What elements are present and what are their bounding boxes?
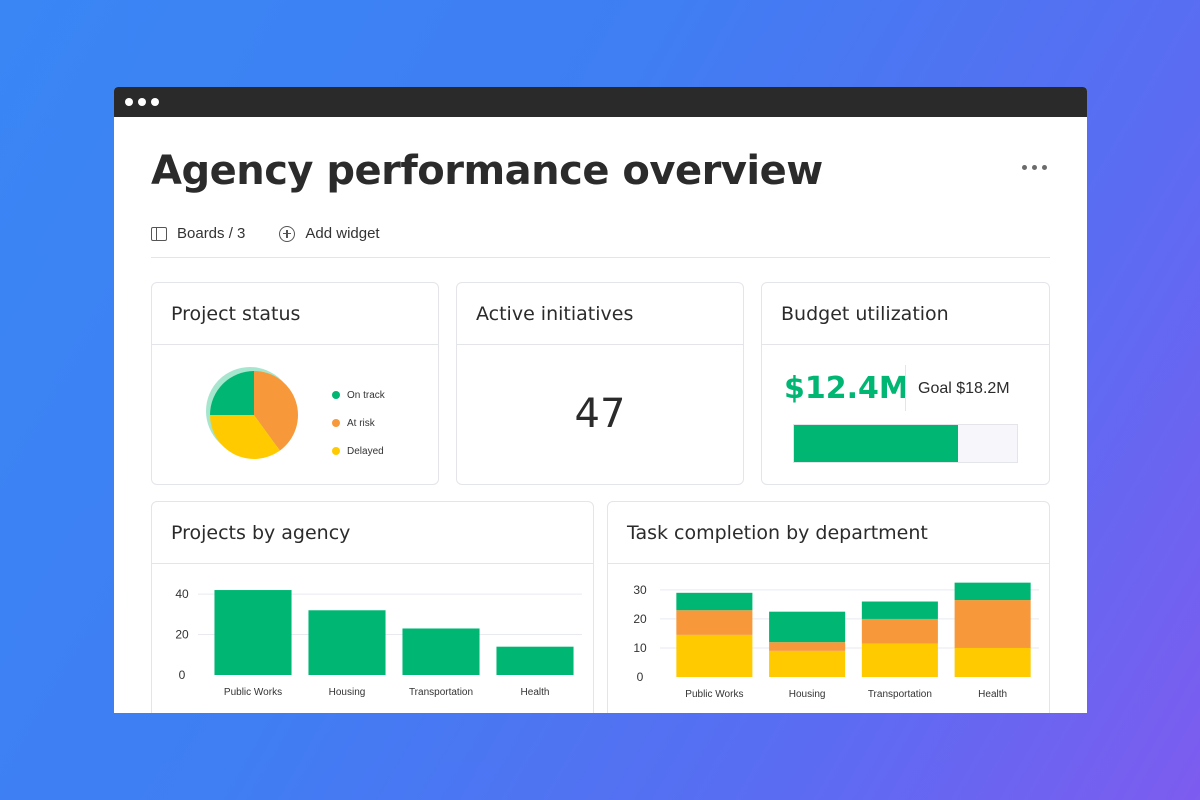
widget-title: Budget utilization bbox=[762, 283, 1049, 345]
y-tick-label: 0 bbox=[637, 670, 644, 684]
window-titlebar bbox=[114, 87, 1087, 117]
budget-progress-bar bbox=[793, 424, 1018, 463]
bar[interactable] bbox=[308, 610, 386, 675]
y-tick-label: 20 bbox=[633, 612, 647, 626]
legend-item: Delayed bbox=[332, 437, 385, 465]
board-icon bbox=[151, 226, 167, 241]
budget-progress-fill bbox=[794, 425, 958, 462]
bar-segment-yellow[interactable] bbox=[861, 643, 938, 677]
y-tick-label: 20 bbox=[175, 628, 189, 642]
widget-title: Projects by agency bbox=[152, 502, 593, 564]
window-control-dot[interactable] bbox=[151, 98, 159, 106]
more-options-icon[interactable] bbox=[1022, 165, 1047, 170]
task-completion-stacked-chart: 0 10 20 30 Public Works Housing Transportation… bbox=[633, 582, 1039, 700]
bar-segment-orange[interactable] bbox=[676, 610, 753, 635]
plus-circle-icon bbox=[279, 225, 296, 242]
bar[interactable] bbox=[496, 646, 574, 675]
bar-segment-green[interactable] bbox=[954, 582, 1031, 601]
budget-utilization-widget[interactable]: Budget utilization $12.4M Goal $18.2M bbox=[761, 282, 1050, 485]
x-category-label: Health bbox=[978, 689, 1007, 700]
legend-label: On track bbox=[347, 389, 385, 401]
legend-swatch bbox=[332, 447, 340, 455]
bar-segment-orange[interactable] bbox=[954, 600, 1031, 648]
y-tick-label: 10 bbox=[633, 641, 647, 655]
legend-swatch bbox=[332, 419, 340, 427]
x-category-label: Transportation bbox=[409, 687, 473, 698]
x-category-label: Housing bbox=[789, 689, 826, 700]
legend-item: At risk bbox=[332, 409, 385, 437]
app-window: Agency performance overview Boards / 3 A… bbox=[114, 87, 1087, 713]
initiatives-count: 47 bbox=[574, 391, 626, 437]
budget-goal: Goal $18.2M bbox=[918, 380, 1010, 397]
page-header: Agency performance overview bbox=[151, 147, 1051, 195]
y-tick-label: 30 bbox=[633, 583, 647, 597]
bar-segment-yellow[interactable] bbox=[676, 634, 753, 677]
widget-title: Task completion by department bbox=[608, 502, 1049, 564]
boards-button[interactable]: Boards / 3 bbox=[151, 225, 245, 242]
pie-slice-on-track[interactable] bbox=[210, 371, 254, 415]
bar-segment-green[interactable] bbox=[861, 601, 938, 619]
active-initiatives-widget[interactable]: Active initiatives 47 bbox=[456, 282, 744, 485]
x-category-label: Health bbox=[521, 687, 550, 698]
legend-swatch bbox=[332, 391, 340, 399]
pie-slice-at-risk[interactable] bbox=[254, 371, 298, 451]
y-tick-label: 40 bbox=[175, 587, 189, 601]
pie-legend: On track At risk Delayed bbox=[332, 381, 385, 465]
widget-title: Active initiatives bbox=[457, 283, 743, 345]
x-category-label: Public Works bbox=[224, 687, 282, 698]
budget-value: $12.4M bbox=[784, 371, 909, 406]
add-widget-button[interactable]: Add widget bbox=[279, 225, 380, 242]
pie-chart bbox=[204, 365, 304, 470]
task-completion-widget[interactable]: Task completion by department 0 10 20 30 Pub… bbox=[607, 501, 1050, 713]
window-control-dot[interactable] bbox=[125, 98, 133, 106]
bar-segment-orange[interactable] bbox=[769, 642, 846, 651]
dashboard-toolbar: Boards / 3 Add widget bbox=[151, 220, 1050, 258]
page-title: Agency performance overview bbox=[151, 148, 823, 194]
projects-bar-chart: 0 20 40 Public Works Housing Transportation He… bbox=[175, 587, 582, 698]
pie-slice-delayed[interactable] bbox=[210, 415, 280, 459]
x-category-label: Transportation bbox=[868, 689, 932, 700]
bar[interactable] bbox=[402, 628, 480, 675]
legend-label: At risk bbox=[347, 417, 375, 429]
widget-title: Project status bbox=[152, 283, 438, 345]
divider bbox=[905, 365, 906, 411]
boards-label: Boards / 3 bbox=[177, 225, 246, 242]
bar-segment-green[interactable] bbox=[676, 592, 753, 611]
add-widget-label: Add widget bbox=[305, 225, 380, 242]
legend-label: Delayed bbox=[347, 445, 384, 457]
bar-segment-orange[interactable] bbox=[861, 618, 938, 644]
bar-segment-green[interactable] bbox=[769, 611, 846, 643]
window-control-dot[interactable] bbox=[138, 98, 146, 106]
project-status-widget[interactable]: Project status On track At risk Delayed bbox=[151, 282, 439, 485]
bar-segment-yellow[interactable] bbox=[769, 650, 846, 677]
projects-by-agency-widget[interactable]: Projects by agency 0 20 40 Public Works Hous… bbox=[151, 501, 594, 713]
x-category-label: Housing bbox=[329, 687, 366, 698]
legend-item: On track bbox=[332, 381, 385, 409]
x-category-label: Public Works bbox=[685, 689, 743, 700]
bar[interactable] bbox=[214, 590, 292, 675]
y-tick-label: 0 bbox=[179, 668, 186, 682]
bar-segment-yellow[interactable] bbox=[954, 647, 1031, 677]
